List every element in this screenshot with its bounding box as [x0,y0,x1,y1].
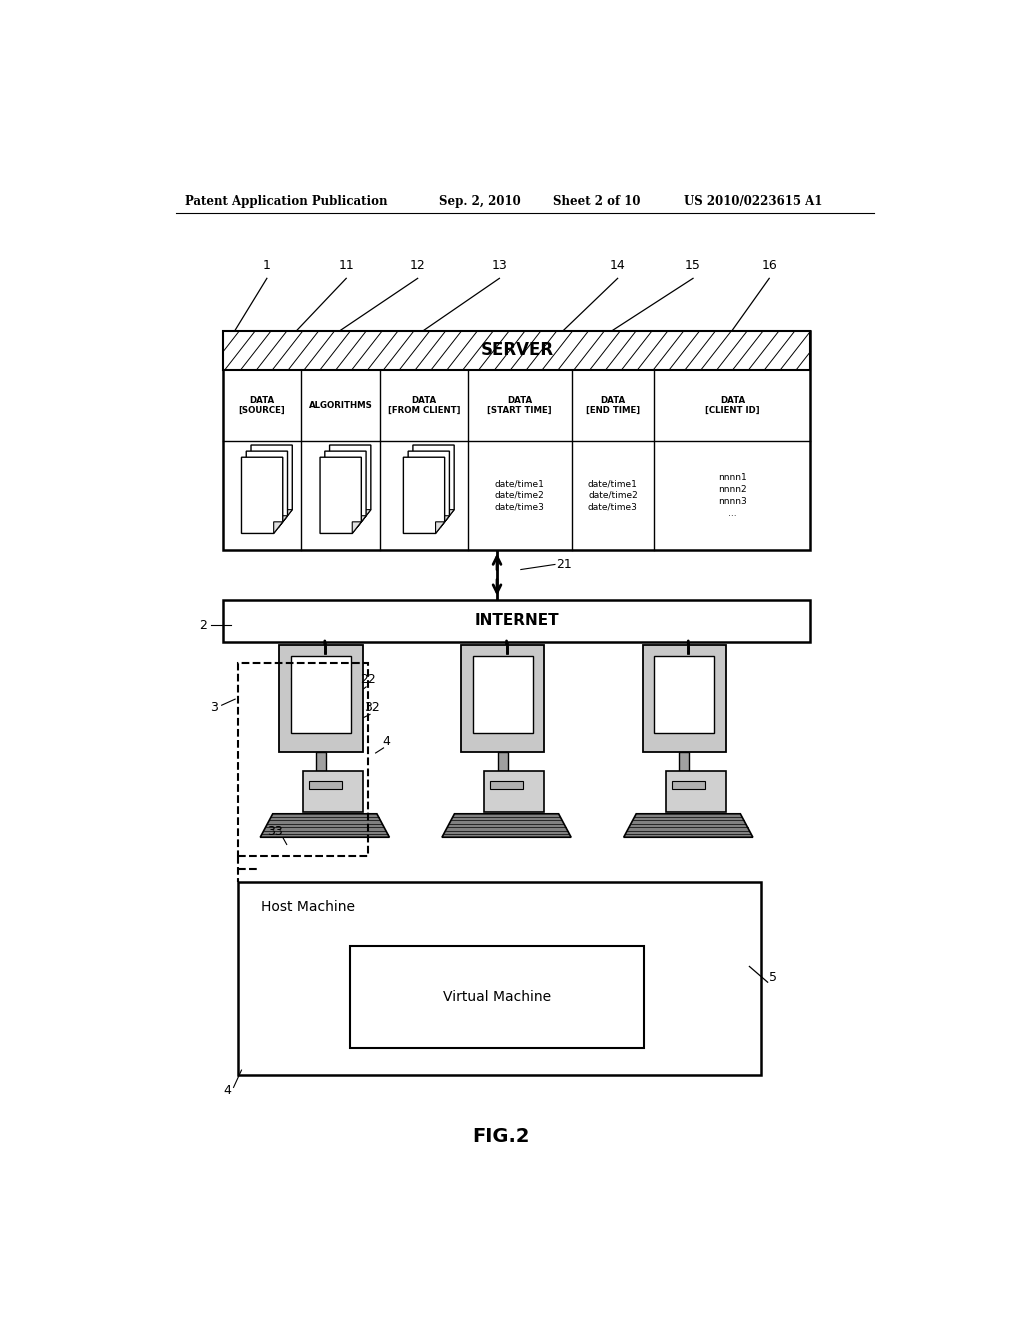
Text: DATA
[SOURCE]: DATA [SOURCE] [239,396,286,414]
Bar [315,752,326,771]
Bar [223,599,811,643]
Text: 22: 22 [360,673,377,686]
Text: DATA
[START TIME]: DATA [START TIME] [487,396,552,414]
Text: 21: 21 [557,558,572,572]
Bar [679,752,689,771]
Polygon shape [246,451,288,528]
Text: Host Machine: Host Machine [261,900,355,915]
Bar [484,771,544,812]
Text: 2: 2 [200,619,207,632]
Polygon shape [435,521,444,533]
Text: INTERNET: INTERNET [474,614,559,628]
Bar [223,331,811,370]
Polygon shape [440,516,450,528]
Polygon shape [242,457,283,533]
Text: DATA
[END TIME]: DATA [END TIME] [586,396,640,414]
Polygon shape [325,451,367,528]
Bar [498,752,508,771]
Text: 16: 16 [762,259,777,272]
Text: date/time1
date/time2
date/time3: date/time1 date/time2 date/time3 [588,479,638,512]
Text: date/time1
date/time2
date/time3: date/time1 date/time2 date/time3 [495,479,545,512]
Bar [350,946,644,1048]
Bar [643,645,726,752]
Bar [666,771,726,812]
Polygon shape [361,510,371,521]
Bar [672,781,705,789]
Text: Virtual Machine: Virtual Machine [443,990,551,1005]
Text: 11: 11 [338,259,354,272]
Text: 33: 33 [267,825,283,838]
Polygon shape [352,521,361,533]
Polygon shape [279,516,288,528]
Text: 3: 3 [210,701,218,714]
Bar [291,656,351,733]
Bar [223,331,811,370]
Polygon shape [413,445,455,521]
Bar [238,663,369,855]
Bar [473,656,532,733]
Text: DATA
[CLIENT ID]: DATA [CLIENT ID] [705,396,760,414]
Text: 14: 14 [609,259,626,272]
Text: Sheet 2 of 10: Sheet 2 of 10 [553,194,640,207]
Polygon shape [284,510,292,521]
Text: 5: 5 [769,970,777,983]
Text: FIG.2: FIG.2 [472,1127,529,1146]
Text: 1: 1 [263,259,270,272]
Text: Patent Application Publication: Patent Application Publication [185,194,388,207]
Polygon shape [442,813,571,837]
Polygon shape [624,813,753,837]
Bar [308,781,342,789]
Text: 4: 4 [382,735,390,748]
Polygon shape [330,445,371,521]
Text: nnnn1
nnnn2
nnnn3
...: nnnn1 nnnn2 nnnn3 ... [718,473,746,517]
Text: DATA
[FROM CLIENT]: DATA [FROM CLIENT] [388,396,460,414]
Polygon shape [260,813,389,837]
Polygon shape [251,445,292,521]
Bar [461,645,544,752]
Text: 15: 15 [685,259,701,272]
Polygon shape [409,451,450,528]
Polygon shape [445,510,455,521]
Text: US 2010/0223615 A1: US 2010/0223615 A1 [684,194,822,207]
Bar [302,771,362,812]
Text: 12: 12 [410,259,426,272]
Text: ALGORITHMS: ALGORITHMS [309,401,373,411]
Bar [238,882,761,1076]
Text: 32: 32 [365,701,380,714]
Polygon shape [357,516,367,528]
Text: Sep. 2, 2010: Sep. 2, 2010 [439,194,521,207]
Bar [280,645,362,752]
Polygon shape [273,521,283,533]
Polygon shape [321,457,361,533]
Text: 31: 31 [289,671,305,684]
Text: SERVER: SERVER [480,342,553,359]
Text: 13: 13 [492,259,507,272]
Bar [490,781,523,789]
Polygon shape [403,457,444,533]
Bar [654,656,715,733]
Bar [223,331,811,549]
Text: 4: 4 [223,1084,231,1097]
